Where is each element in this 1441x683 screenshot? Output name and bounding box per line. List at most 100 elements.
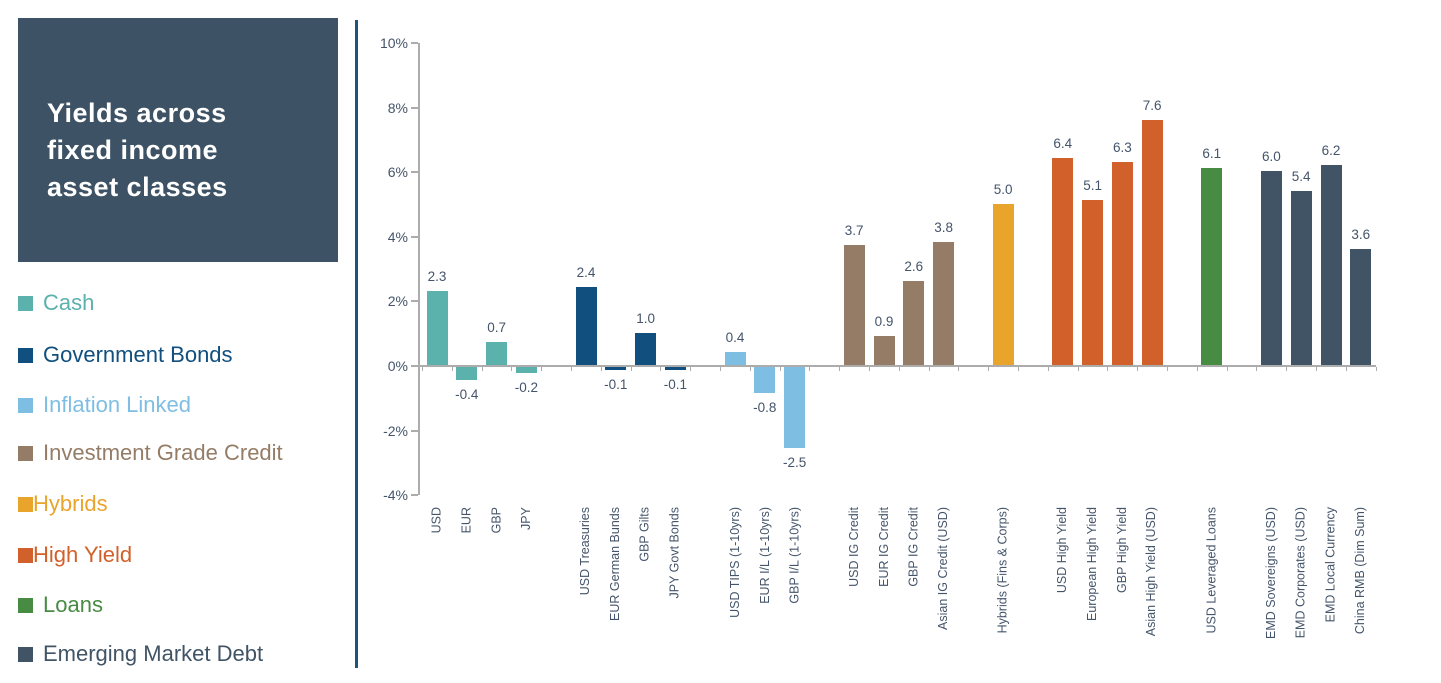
x-axis-label: Asian IG Credit (USD) <box>936 507 951 630</box>
y-axis-label: -2% <box>383 422 408 439</box>
x-axis-tick <box>541 367 543 371</box>
bar-value-label: 0.4 <box>725 330 745 346</box>
x-axis-label: USD High Yield <box>1055 507 1070 594</box>
bar-value-label: 3.7 <box>844 223 864 239</box>
x-axis-label: JPY <box>518 507 533 530</box>
x-axis-label: USD TIPS (1-10yrs) <box>727 507 742 618</box>
bar-value-label: 5.0 <box>993 181 1013 197</box>
x-axis-tick <box>1345 367 1347 371</box>
x-axis-tick <box>839 367 841 371</box>
x-axis-tick <box>1107 367 1109 371</box>
y-axis-label: 8% <box>387 99 408 116</box>
bar <box>843 245 865 365</box>
x-axis-label: Hybrids (Fins & Corps) <box>995 507 1010 634</box>
bar-value-label: -0.8 <box>753 399 777 415</box>
y-axis-tick <box>411 300 418 303</box>
bar-value-label: -0.2 <box>514 380 539 396</box>
bar <box>1082 200 1104 365</box>
y-axis-label: 2% <box>387 293 408 310</box>
x-axis-tick <box>1196 367 1198 371</box>
bar <box>456 367 478 380</box>
legend-swatch <box>18 397 33 413</box>
x-axis-tick <box>720 367 721 371</box>
legend-swatch <box>18 496 33 512</box>
x-axis-tick <box>451 367 453 371</box>
legend-label: Government Bonds <box>43 342 233 367</box>
bar <box>784 367 806 448</box>
bar-value-label: 3.6 <box>1351 226 1371 242</box>
x-axis-label: European High Yield <box>1085 507 1100 621</box>
x-axis-tick <box>898 367 900 371</box>
bar-value-label: 6.0 <box>1262 149 1281 165</box>
bar-value-label: 7.6 <box>1142 97 1162 113</box>
x-axis-tick <box>660 367 662 371</box>
bar <box>515 367 537 374</box>
x-axis-tick <box>1167 367 1168 371</box>
bar-value-label: 6.2 <box>1321 142 1341 158</box>
x-axis-label: USD Leveraged Loans <box>1204 507 1219 634</box>
x-axis-label: EMD Corporates (USD) <box>1293 507 1308 639</box>
x-axis-tick <box>1316 367 1317 371</box>
y-axis-tick <box>411 494 418 497</box>
bar <box>903 281 925 365</box>
x-axis-tick <box>1226 367 1228 371</box>
y-axis-tick <box>411 106 418 109</box>
bar-value-label: 6.3 <box>1113 139 1132 155</box>
legend-label: Inflation Linked <box>43 392 191 417</box>
x-axis-tick <box>1137 367 1139 371</box>
bar <box>605 367 627 371</box>
x-axis-label: EUR IG Credit <box>876 507 891 587</box>
x-axis-tick <box>511 367 513 371</box>
bar <box>754 367 776 393</box>
legend-label: High Yield <box>33 542 133 567</box>
legend-item: Hybrids <box>18 491 108 517</box>
bar-value-label: 2.6 <box>904 259 924 275</box>
bar-value-label: 2.3 <box>427 268 447 284</box>
legend-item: Loans <box>18 592 103 618</box>
x-axis-tick <box>869 367 870 371</box>
x-axis-tick <box>749 367 751 371</box>
x-axis-tick <box>779 367 781 371</box>
x-axis-tick <box>571 367 572 371</box>
legend-swatch <box>18 445 33 461</box>
x-axis-tick <box>958 367 960 371</box>
x-axis-label: China RMB (Dim Sum) <box>1353 507 1368 635</box>
y-axis <box>418 43 420 496</box>
bar <box>1320 164 1342 365</box>
x-axis-label: GBP I/L (1-10yrs) <box>787 507 802 604</box>
x-axis-label: GBP <box>489 507 504 534</box>
y-axis-tick <box>411 42 418 44</box>
legend-item: Government Bonds <box>18 342 233 368</box>
bar-value-label: 3.8 <box>934 220 953 236</box>
bar <box>873 335 895 365</box>
bar <box>575 287 597 365</box>
bar <box>486 342 508 365</box>
bar <box>992 203 1014 365</box>
x-axis-tick <box>630 367 632 371</box>
bar <box>426 290 448 365</box>
x-axis-label: EMD Sovereigns (USD) <box>1263 507 1278 639</box>
bar-value-label: 1.0 <box>636 310 655 326</box>
bar <box>724 352 746 365</box>
y-axis-label: 0% <box>387 358 408 374</box>
bar <box>1052 158 1074 365</box>
y-axis-tick <box>411 171 418 174</box>
legend-item: High Yield <box>18 542 132 568</box>
bar <box>1201 167 1223 365</box>
bar <box>1111 161 1133 365</box>
bar-value-label: 5.4 <box>1291 168 1311 184</box>
x-axis-tick <box>1077 367 1079 371</box>
legend-swatch <box>18 347 33 363</box>
legend-swatch <box>18 547 33 563</box>
x-axis-tick <box>1375 367 1377 371</box>
y-axis-label: 4% <box>387 228 408 245</box>
y-axis-label: 10% <box>379 35 408 51</box>
x-axis-tick <box>1256 367 1258 371</box>
x-axis-label: EMD Local Currency <box>1323 507 1338 623</box>
y-axis-label: -4% <box>383 487 408 504</box>
bar-value-label: -0.1 <box>663 377 688 393</box>
divider-line <box>355 20 358 668</box>
x-axis-label: USD Treasuries <box>578 507 593 596</box>
